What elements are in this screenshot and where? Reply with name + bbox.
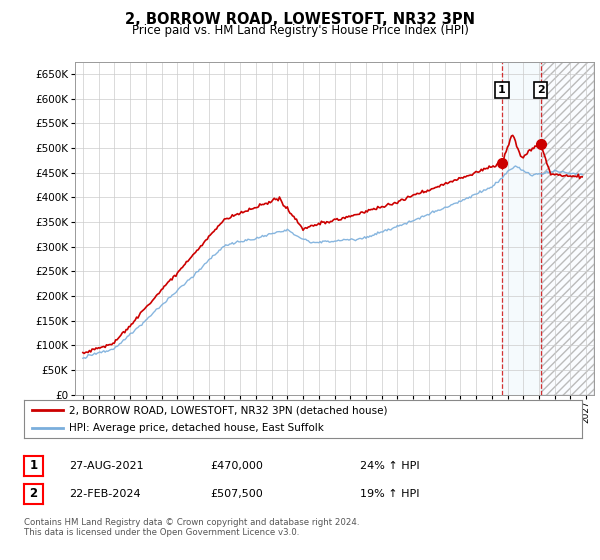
Text: 1: 1 [29, 459, 38, 473]
Text: Contains HM Land Registry data © Crown copyright and database right 2024.
This d: Contains HM Land Registry data © Crown c… [24, 518, 359, 538]
Text: 1: 1 [498, 85, 506, 95]
Text: Price paid vs. HM Land Registry's House Price Index (HPI): Price paid vs. HM Land Registry's House … [131, 24, 469, 36]
Text: £507,500: £507,500 [210, 489, 263, 499]
Text: HPI: Average price, detached house, East Suffolk: HPI: Average price, detached house, East… [68, 423, 323, 433]
Text: 2, BORROW ROAD, LOWESTOFT, NR32 3PN: 2, BORROW ROAD, LOWESTOFT, NR32 3PN [125, 12, 475, 27]
Bar [542, 62, 594, 395]
Bar [502, 62, 541, 395]
Text: 24% ↑ HPI: 24% ↑ HPI [360, 461, 419, 471]
Text: 2: 2 [537, 85, 545, 95]
Text: 2, BORROW ROAD, LOWESTOFT, NR32 3PN (detached house): 2, BORROW ROAD, LOWESTOFT, NR32 3PN (det… [68, 405, 387, 415]
Bar [542, 62, 594, 395]
Text: £470,000: £470,000 [210, 461, 263, 471]
Text: 19% ↑ HPI: 19% ↑ HPI [360, 489, 419, 499]
Text: 27-AUG-2021: 27-AUG-2021 [69, 461, 143, 471]
Text: 22-FEB-2024: 22-FEB-2024 [69, 489, 140, 499]
Text: 2: 2 [29, 487, 38, 501]
